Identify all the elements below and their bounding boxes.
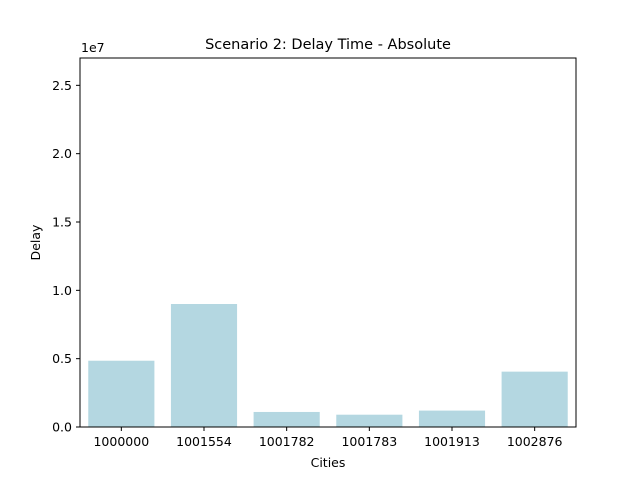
chart-title: Scenario 2: Delay Time - Absolute: [205, 37, 451, 53]
x-tick-label: 1001783: [341, 434, 397, 449]
x-tick-label: 1001782: [259, 434, 315, 449]
bar-1001913: [418, 410, 486, 427]
bar-1000000: [88, 360, 155, 427]
y-tick-label: 1.5: [52, 215, 72, 230]
y-tick-label: 2.5: [52, 78, 72, 93]
bar-1001783: [336, 414, 403, 427]
plot-frame: [79, 57, 577, 428]
y-tick-label: 2.0: [52, 146, 72, 161]
x-tick-label: 1001913: [424, 434, 480, 449]
y-axis-offset-label: 1e7: [81, 40, 105, 55]
y-axis-label: Delay: [28, 224, 43, 260]
bar-1002876: [501, 371, 568, 427]
x-tick-label: 1000000: [93, 434, 149, 449]
y-tick-label: 0.0: [52, 420, 72, 435]
bar-1001782: [253, 411, 320, 427]
x-axis-label: Cities: [311, 455, 346, 470]
x-tick-label: 1002876: [507, 434, 563, 449]
bars-group: [88, 304, 568, 427]
x-tick-label: 1001554: [176, 434, 232, 449]
y-axis-ticks: 0.0 0.5 1.0 1.5 2.0 2.5: [52, 78, 80, 435]
bar-1001554: [170, 304, 238, 427]
x-axis-ticks: 1000000 1001554 1001782 1001783 1001913 10028…: [93, 427, 563, 449]
y-tick-label: 1.0: [52, 283, 72, 298]
y-tick-label: 0.5: [52, 351, 72, 366]
